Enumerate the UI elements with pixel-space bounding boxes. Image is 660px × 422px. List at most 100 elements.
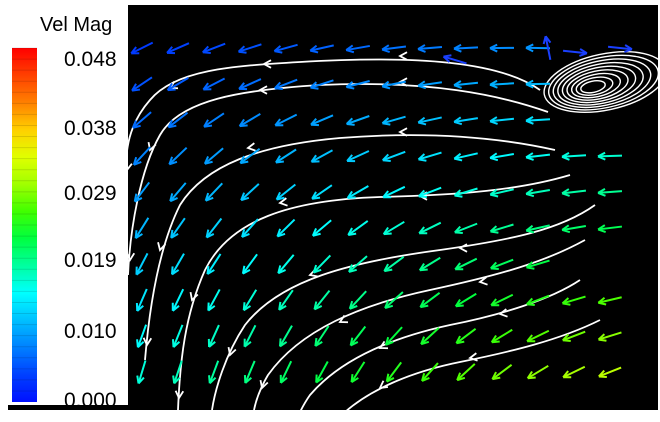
streamline-arrowhead: [174, 390, 185, 400]
velocity-vector: [166, 77, 189, 92]
velocity-vector: [597, 151, 623, 161]
colorbar-tick-label: 0.048: [64, 48, 117, 71]
streamline-arrowhead: [246, 142, 256, 152]
velocity-vector: [131, 76, 153, 92]
velocity-vector: [525, 115, 551, 125]
velocity-vector: [454, 257, 478, 271]
velocity-vector: [167, 111, 189, 129]
colorbar-tick-label: 0.029: [64, 182, 117, 205]
velocity-vector: [277, 254, 295, 275]
velocity-vector: [310, 149, 333, 163]
velocity-vector: [314, 325, 330, 347]
velocity-vector: [597, 296, 622, 306]
velocity-vector: [489, 116, 515, 125]
velocity-vector: [489, 188, 514, 198]
streamline-arrowhead: [468, 352, 478, 362]
velocity-vector: [130, 41, 154, 55]
colorbar-tick-label: 0.038: [64, 117, 117, 140]
streamline-arrowhead: [142, 337, 153, 347]
velocity-vector: [384, 291, 404, 310]
velocity-vector: [597, 224, 623, 233]
streamline-arrowhead: [478, 276, 488, 286]
velocity-vector: [418, 256, 441, 272]
velocity-vector: [525, 188, 551, 198]
velocity-vector: [207, 288, 221, 312]
velocity-vector: [453, 43, 479, 53]
vortex-loop: [566, 69, 629, 101]
velocity-vector: [598, 366, 622, 379]
streamline-arrowhead: [258, 85, 268, 95]
velocity-vector: [239, 148, 261, 165]
velocity-vector: [562, 365, 586, 379]
velocity-vector: [207, 324, 220, 348]
velocity-vector: [384, 326, 403, 346]
velocity-vector: [133, 181, 151, 203]
velocity-vector: [490, 328, 513, 344]
vortex-loop: [552, 58, 652, 109]
velocity-vector: [526, 364, 549, 380]
velocity-vector: [172, 360, 183, 385]
velocity-vector: [490, 258, 514, 270]
streamline-arrowhead: [189, 291, 199, 302]
colorbar-tick-label: 0.019: [64, 249, 117, 272]
velocity-vector: [542, 35, 552, 60]
velocity-vector: [526, 329, 550, 343]
streamline-arrowhead: [398, 51, 408, 61]
vortex-loop: [547, 54, 660, 111]
streamline-arrowhead: [227, 346, 237, 357]
velocity-vector: [525, 224, 550, 234]
streamline: [127, 83, 549, 276]
velocity-vector: [607, 44, 633, 53]
velocity-vector: [442, 54, 467, 65]
velocity-vector: [166, 42, 190, 55]
velocity-vector: [453, 116, 479, 126]
velocity-vector: [345, 44, 370, 54]
velocity-vector: [382, 185, 406, 199]
streamline-arrowhead: [259, 379, 269, 390]
velocity-vector: [561, 224, 587, 234]
velocity-vector: [381, 44, 407, 54]
velocity-vector: [276, 218, 296, 238]
streamline-arrowhead: [278, 197, 288, 207]
velocity-vector: [489, 43, 515, 53]
velocity-vector: [135, 288, 148, 312]
velocity-vector: [421, 362, 439, 382]
velocity-vector: [273, 43, 298, 54]
velocity-vector: [350, 361, 366, 383]
velocity-vector: [204, 182, 224, 202]
velocity-vector: [134, 217, 150, 240]
velocity-vector: [417, 151, 442, 162]
streamline-arrowhead: [157, 242, 167, 252]
velocity-vector: [489, 79, 515, 89]
colorbar-tick-label: 0.000: [64, 389, 117, 412]
velocity-vector: [136, 360, 147, 385]
velocity-vector: [345, 115, 370, 126]
vortex-loop: [570, 72, 622, 99]
velocity-vector: [417, 44, 443, 53]
velocity-vector: [346, 150, 370, 163]
streamline-arrowhead: [458, 243, 468, 253]
velocity-vector: [238, 113, 261, 128]
colorbar-ticks: 0.048 0.038 0.029 0.019 0.010 0.000: [64, 48, 117, 412]
velocity-vector: [243, 360, 256, 384]
velocity-vector: [489, 223, 514, 234]
velocity-vector: [348, 290, 367, 310]
velocity-vector: [525, 259, 550, 270]
velocity-vector: [349, 325, 367, 347]
velocity-vector: [526, 294, 550, 306]
colorbar: Vel Mag 0.048 0.038 0.029 0.019 0.010 0.000: [8, 5, 128, 412]
velocity-vector: [345, 80, 370, 90]
velocity-vector: [455, 327, 477, 345]
velocity-vector: [562, 330, 586, 342]
colorbar-bands: [12, 47, 37, 392]
velocity-vector: [202, 42, 226, 54]
streamline-arrowhead: [378, 340, 389, 350]
streamline-arrowhead: [338, 314, 349, 324]
velocity-vector: [453, 187, 478, 198]
vortex-loop: [543, 51, 660, 113]
velocity-vector: [169, 182, 187, 203]
velocity-vector: [561, 188, 587, 197]
velocity-vector: [131, 111, 152, 129]
velocity-vector: [242, 289, 258, 312]
